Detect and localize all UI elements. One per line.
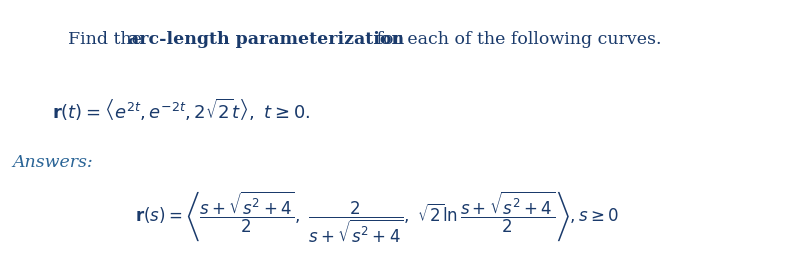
Text: $\mathbf{r}(s)=\left\langle \dfrac{s+\sqrt{s^2+4}}{2},\ \dfrac{2}{s+\sqrt{s^2+4}: $\mathbf{r}(s)=\left\langle \dfrac{s+\sq… bbox=[135, 189, 619, 245]
Text: arc-length parameterization: arc-length parameterization bbox=[128, 31, 403, 48]
Text: $\mathbf{r}(t)=\left\langle e^{2t},e^{-2t},2\sqrt{2}t\right\rangle,\ t\geq 0.$: $\mathbf{r}(t)=\left\langle e^{2t},e^{-2… bbox=[52, 97, 310, 123]
Text: for each of the following curves.: for each of the following curves. bbox=[371, 31, 661, 48]
Text: Answers:: Answers: bbox=[12, 154, 92, 170]
Text: Find the: Find the bbox=[68, 31, 147, 48]
